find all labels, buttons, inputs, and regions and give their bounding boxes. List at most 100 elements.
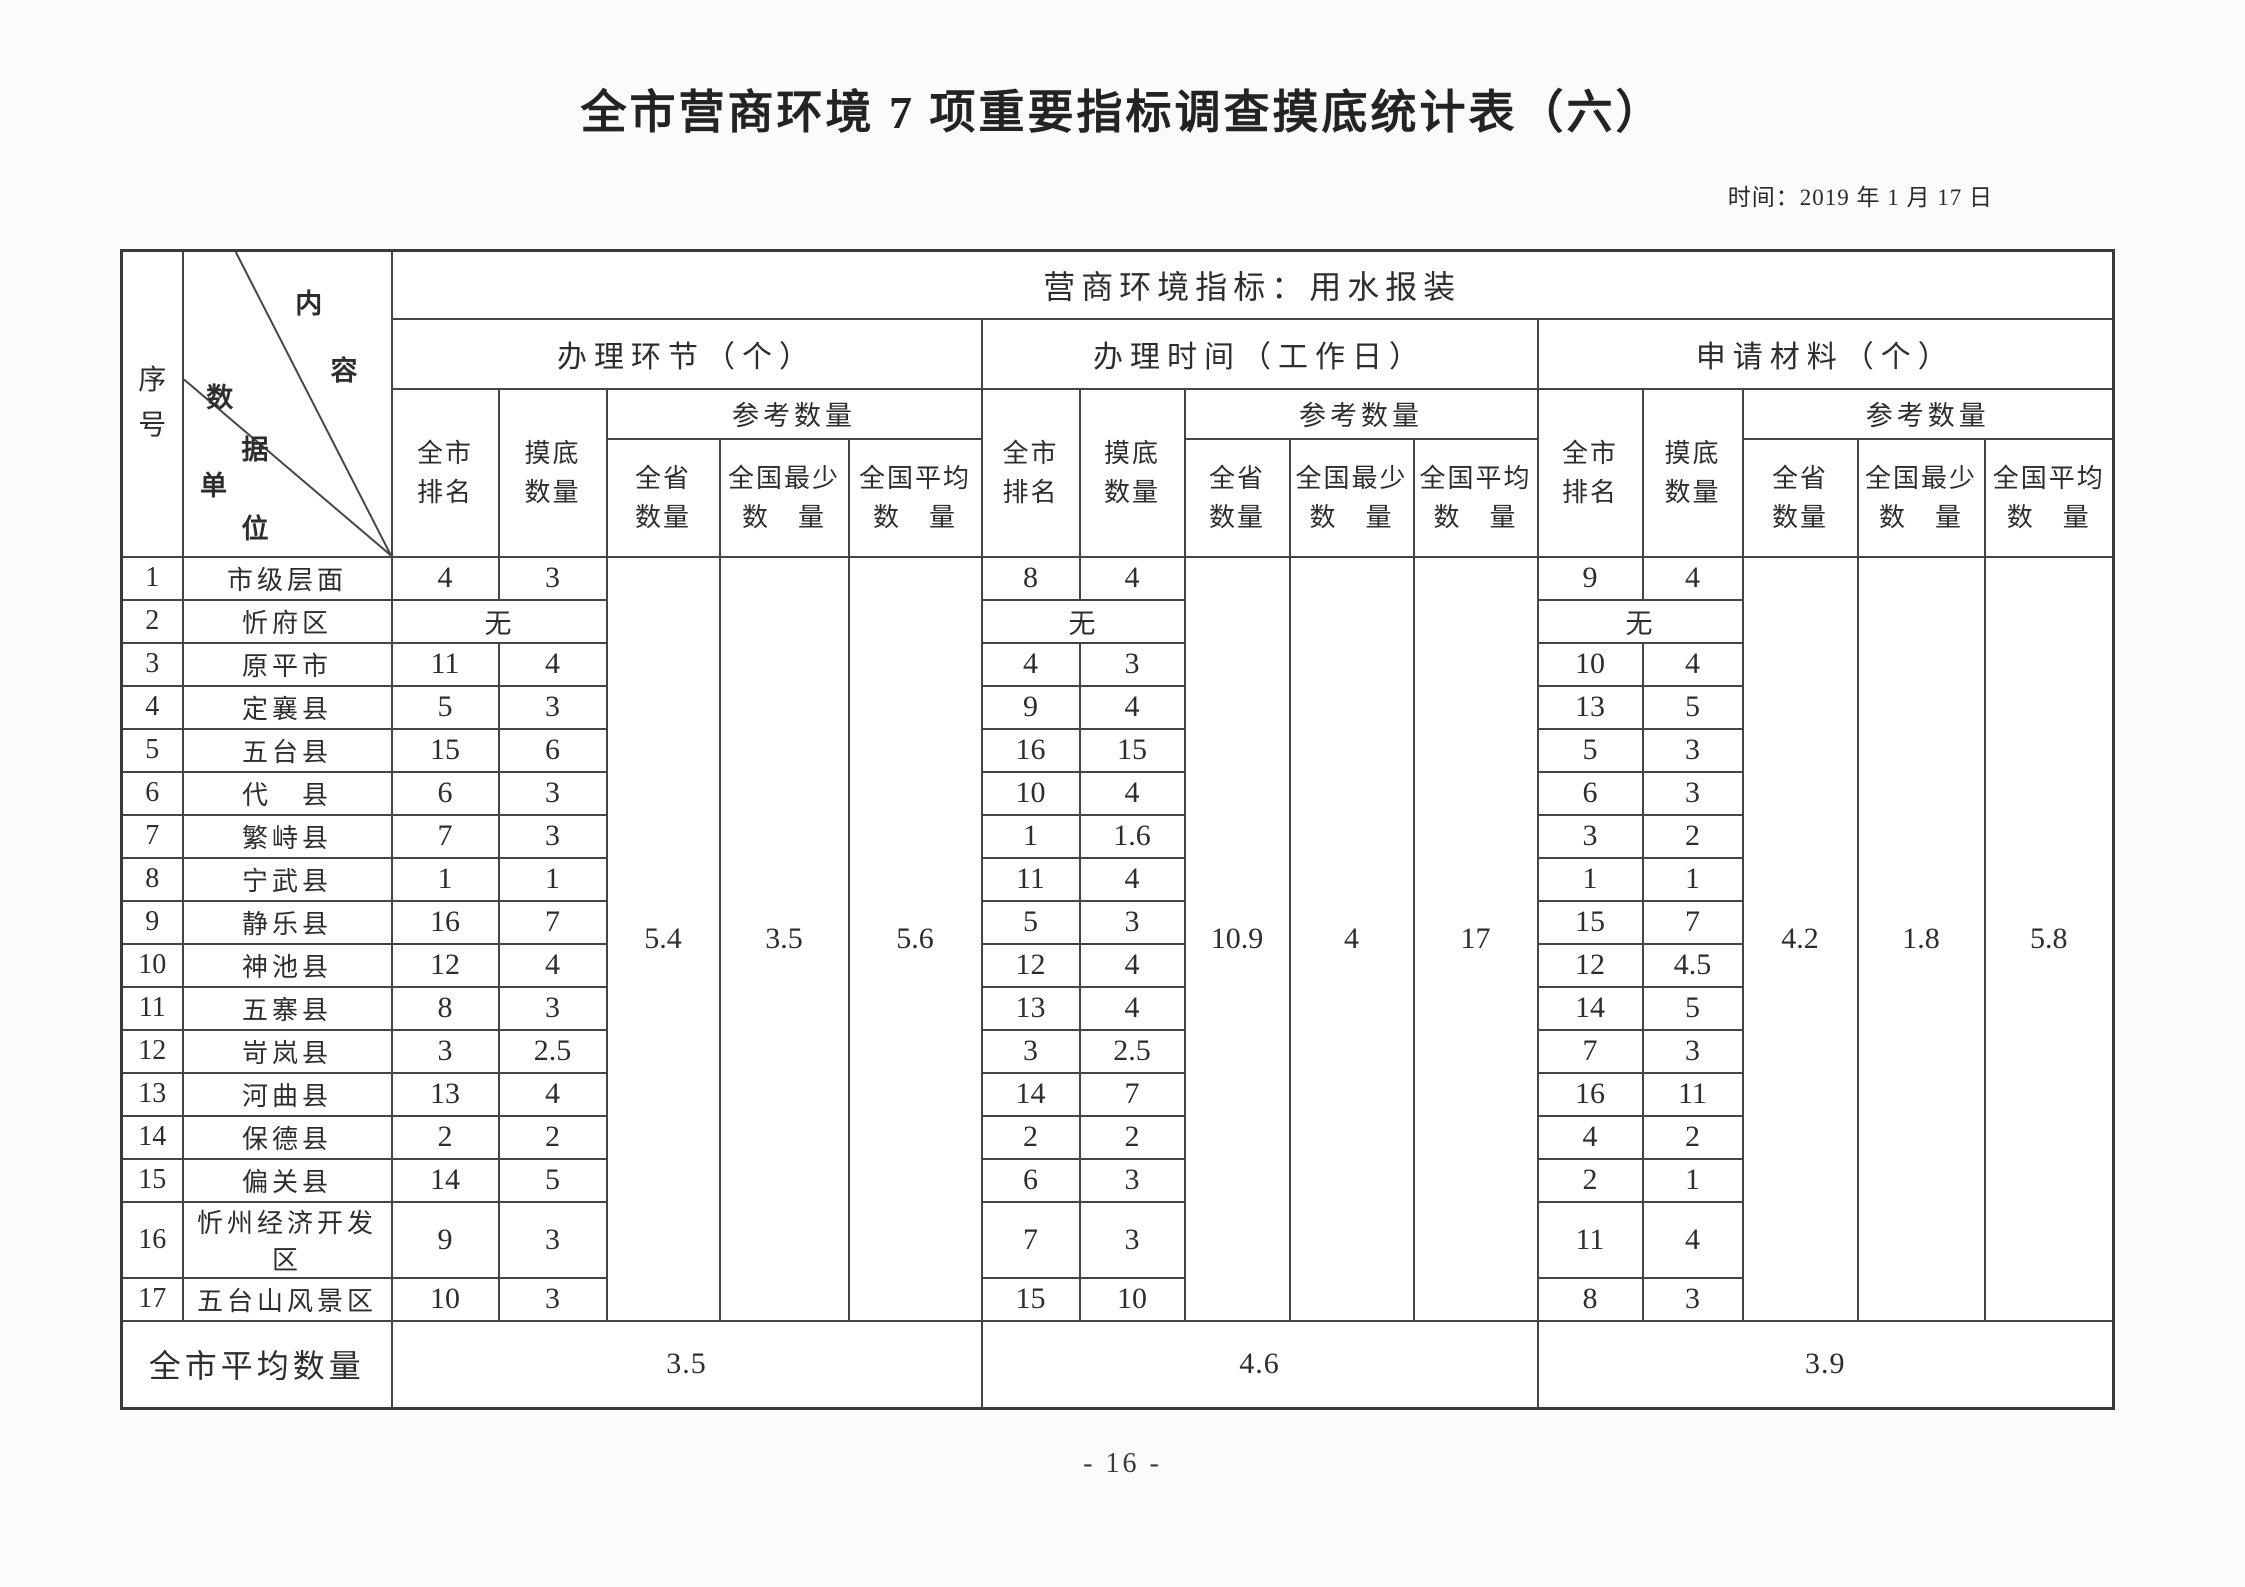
row-number: 7 [120,813,184,859]
col-header-national-avg: 全国平均 数 量 [1412,437,1539,558]
unit-name: 市级层面 [181,555,393,601]
reference-value-cell: 5.4 [605,555,721,1322]
city-rank-cell: 4 [980,641,1081,687]
survey-qty-cell: 3 [1078,899,1186,945]
survey-qty-cell: 2.5 [497,1028,608,1074]
city-rank-cell: 11 [1536,1200,1644,1279]
survey-qty-cell: 6 [497,727,608,773]
table-row: 15 偏关县 14 5 6 3 2 1 [120,1157,2114,1203]
survey-qty-cell: 4 [1078,684,1186,730]
city-rank-cell: 1 [980,813,1081,859]
city-rank-cell: 9 [980,684,1081,730]
city-rank-cell: 8 [1536,1276,1644,1322]
city-rank-cell: 15 [390,727,500,773]
city-rank-cell: 5 [1536,727,1644,773]
table-row: 11 五寨县 8 3 13 4 14 5 [120,985,2114,1031]
col-header-city-rank: 全市 排名 [1536,387,1644,558]
row-number: 6 [120,770,184,816]
row-number: 12 [120,1028,184,1074]
survey-qty-cell: 3 [497,985,608,1031]
diagonal-lines [184,252,391,556]
row-number: 2 [120,598,184,644]
survey-qty-cell: 4 [1078,555,1186,601]
survey-qty-cell: 10 [1078,1276,1186,1322]
city-rank-cell: 8 [980,555,1081,601]
table-row: 14 保德县 2 2 2 2 4 2 [120,1114,2114,1160]
city-rank-cell: 4 [390,555,500,601]
corner-label-content: 内 [295,289,323,320]
no-data-cell: 无 [1536,598,1744,644]
no-data-cell: 无 [980,598,1186,644]
survey-qty-cell: 7 [1641,899,1744,945]
city-rank-cell: 14 [390,1157,500,1203]
survey-qty-cell: 4 [1641,555,1744,601]
row-number: 15 [120,1157,184,1203]
city-rank-cell: 13 [390,1071,500,1117]
city-rank-cell: 9 [390,1200,500,1279]
row-number: 1 [120,555,184,601]
col-header-province-qty: 全省 数量 [1741,437,1859,558]
city-rank-cell: 7 [390,813,500,859]
survey-qty-cell: 5 [497,1157,608,1203]
survey-qty-cell: 3 [1078,1157,1186,1203]
col-header-city-rank: 全市 排名 [390,387,500,558]
table-body: 1 市级层面 4 3 5.4 3.5 5.6 8 4 10.9 4 17 9 4 4.2 1.8 5.8 2 忻府区… [120,555,2115,1322]
col-header-province-qty: 全省 数量 [1183,437,1291,558]
survey-qty-cell: 2.5 [1078,1028,1186,1074]
survey-qty-cell: 4 [1641,641,1744,687]
survey-qty-cell: 3 [1641,1028,1744,1074]
city-rank-cell: 16 [980,727,1081,773]
survey-qty-cell: 3 [497,684,608,730]
city-rank-cell: 14 [980,1071,1081,1117]
corner-label-unit: 单 [200,471,228,502]
city-rank-cell: 11 [980,856,1081,902]
row-number: 11 [120,985,184,1031]
city-rank-cell: 10 [980,770,1081,816]
survey-qty-cell: 4 [1078,770,1186,816]
serial-column-header: 序号 [120,249,184,558]
row-number: 3 [120,641,184,687]
unit-name: 神池县 [181,942,393,988]
row-number: 10 [120,942,184,988]
indicator-banner: 营商环境指标：用水报装 [390,249,2115,320]
average-row: 全市平均数量 3.5 4.6 3.9 [120,1319,2115,1410]
table-row: 5 五台县 15 6 16 15 5 3 [120,727,2114,773]
group-header-materials: 申请材料（个） [1536,317,2115,390]
survey-qty-cell: 3 [1641,727,1744,773]
reference-value-cell: 1.8 [1856,555,1986,1322]
row-number: 5 [120,727,184,773]
col-header-national-avg: 全国平均 数 量 [1983,437,2115,558]
table-row: 8 宁武县 1 1 11 4 1 1 [120,856,2114,902]
unit-name: 原平市 [181,641,393,687]
city-rank-cell: 12 [980,942,1081,988]
corner-label-unit: 位 [241,513,269,544]
city-rank-cell: 1 [1536,856,1644,902]
city-rank-cell: 13 [1536,684,1644,730]
reference-value-cell: 4 [1288,555,1415,1322]
reference-value-cell: 4.2 [1741,555,1859,1322]
statistics-table: 序号 内 容 数 据 单 位 营商环境指标：用水报装 办理环节（个） 办理时间（… [120,249,2116,1410]
city-rank-cell: 15 [1536,899,1644,945]
city-rank-cell: 7 [1536,1028,1644,1074]
city-rank-cell: 6 [980,1157,1081,1203]
city-rank-cell: 12 [390,942,500,988]
survey-qty-cell: 2 [497,1114,608,1160]
reference-value-cell: 5.6 [847,555,983,1322]
survey-qty-cell: 7 [497,899,608,945]
col-header-reference-qty: 参考数量 [1183,387,1539,440]
col-header-national-min: 全国最少 数 量 [1856,437,1986,558]
city-rank-cell: 13 [980,985,1081,1031]
unit-name: 五台山风景区 [181,1276,393,1322]
unit-name: 五台县 [181,727,393,773]
survey-qty-cell: 4 [1078,942,1186,988]
city-rank-cell: 4 [1536,1114,1644,1160]
survey-qty-cell: 4 [1078,856,1186,902]
survey-qty-cell: 2 [1641,1114,1744,1160]
table-row: 7 繁峙县 7 3 1 1.6 3 2 [120,813,2114,859]
city-rank-cell: 3 [390,1028,500,1074]
survey-qty-cell: 4 [1078,985,1186,1031]
table-row: 3 原平市 11 4 4 3 10 4 [120,641,2114,687]
survey-qty-cell: 1 [1641,1157,1744,1203]
city-rank-cell: 15 [980,1276,1081,1322]
